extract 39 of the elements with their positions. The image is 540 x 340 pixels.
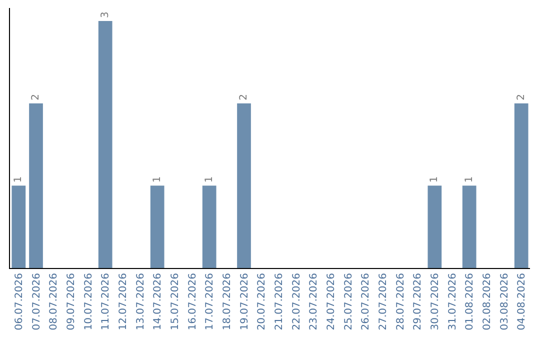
data-label: 2 [516,94,527,100]
x-tick-label: 31.07.2026 [447,273,458,330]
x-tick-label: 06.07.2026 [14,273,25,330]
x-tick-label: 02.08.2026 [482,273,493,330]
x-tick-label: 14.07.2026 [152,273,164,330]
data-label: 1 [152,176,163,183]
x-tick-label: 01.08.2026 [464,273,476,330]
x-tick-label: 10.07.2026 [83,273,94,330]
x-tick-label: 17.07.2026 [204,273,216,330]
x-tick-label: 29.07.2026 [412,273,424,330]
x-tick-label: 13.07.2026 [135,273,146,330]
x-tick-label: 27.07.2026 [378,273,389,330]
x-tick-label: 11.07.2026 [100,273,112,330]
data-label: 1 [429,176,440,183]
x-tick-label: 16.07.2026 [187,273,198,330]
data-label: 3 [100,12,111,18]
x-tick-label: 21.07.2026 [274,273,285,330]
data-label: 2 [238,94,250,100]
data-label: 1 [204,176,215,183]
x-tick-label: 25.07.2026 [343,273,354,330]
x-tick-label: 22.07.2026 [291,273,302,330]
x-tick-label: 30.07.2026 [430,273,441,330]
x-tick-label: 23.07.2026 [308,273,320,330]
x-tick-label: 12.07.2026 [118,273,129,330]
x-tick-label: 20.07.2026 [256,273,268,330]
x-tick-label: 15.07.2026 [170,273,181,330]
x-tick-label: 08.07.2026 [48,273,60,330]
data-label: 1 [13,176,24,183]
x-tick-label: 03.08.2026 [499,273,510,330]
data-label: 2 [30,94,42,100]
x-tick-label: 19.07.2026 [239,273,250,330]
data-label: 1 [464,176,475,183]
x-tick-label: 07.07.2026 [31,273,42,330]
x-tick-label: 09.07.2026 [66,273,77,330]
x-tick-label: 26.07.2026 [360,273,372,330]
x-tick-label: 04.08.2026 [516,273,528,330]
x-tick-label: 28.07.2026 [395,273,406,330]
x-tick-label: 18.07.2026 [222,273,233,330]
x-tick-label: 24.07.2026 [326,273,337,330]
